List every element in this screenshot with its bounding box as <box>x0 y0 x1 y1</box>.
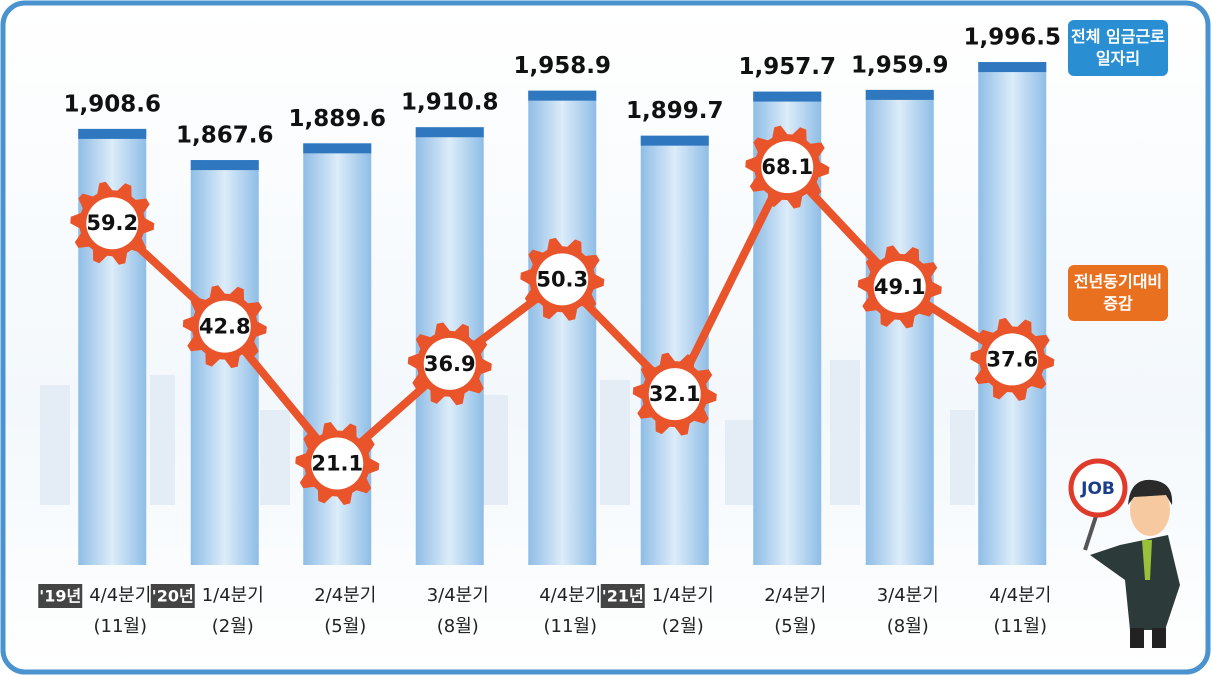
bar-value-label: 1,867.6 <box>176 123 274 149</box>
line-value-label: 68.1 <box>761 155 813 179</box>
x-tick-label: 4/4분기 <box>539 585 601 606</box>
x-tick-label: 1/4분기 <box>202 585 264 606</box>
x-tick-label: 1/4분기 <box>652 585 714 606</box>
line-value-label: 21.1 <box>311 451 363 475</box>
x-tick-label: 3/4분기 <box>427 585 489 606</box>
bar-cap <box>978 62 1046 72</box>
x-tick-sublabel: (8월) <box>887 616 929 637</box>
line-value-label: 37.6 <box>986 347 1038 371</box>
bar-value-label: 1,959.9 <box>851 52 949 78</box>
bar <box>528 91 596 565</box>
line-value-label: 49.1 <box>874 275 926 299</box>
x-tick-sublabel: (5월) <box>774 616 816 637</box>
year-label: '21년 <box>602 587 644 606</box>
x-tick-label: 2/4분기 <box>314 585 376 606</box>
bar-cap <box>753 92 821 102</box>
bar-value-label: 1,889.6 <box>289 106 387 132</box>
legend-line: 전년동기대비 증감 <box>1068 265 1168 321</box>
bar-value-label: 1,957.7 <box>739 54 837 80</box>
frame: 1,908.6 1,867.6 1,889.6 1,910.8 1,958.9 1,899… <box>0 0 1211 675</box>
bar-cap <box>866 90 934 100</box>
legend-bar: 전체 임금근로 일자리 <box>1068 20 1168 76</box>
bar-value-label: 1,958.9 <box>514 53 612 79</box>
line-value-label: 36.9 <box>424 352 476 376</box>
line-value-label: 32.1 <box>649 382 701 406</box>
line-value-label: 59.2 <box>86 211 138 235</box>
year-label: '20년 <box>152 587 194 606</box>
year-label: '19년 <box>39 587 81 606</box>
bar-cap <box>416 127 484 137</box>
bar-value-label: 1,996.5 <box>964 25 1062 51</box>
bar <box>303 143 371 565</box>
line-value-label: 50.3 <box>536 267 588 291</box>
sign-text: JOB <box>1080 479 1115 499</box>
x-tick-sublabel: (11월) <box>543 616 597 637</box>
bar-value-label: 1,908.6 <box>64 91 162 117</box>
bar-cap <box>528 91 596 101</box>
x-tick-sublabel: (11월) <box>93 616 147 637</box>
bar <box>191 160 259 565</box>
bar-cap <box>641 136 709 146</box>
chart: 1,908.6 1,867.6 1,889.6 1,910.8 1,958.9 1,899… <box>0 0 1211 675</box>
bar-cap <box>78 129 146 139</box>
bar <box>866 90 934 565</box>
page: 1,908.6 1,867.6 1,889.6 1,910.8 1,958.9 1,899… <box>0 0 1211 675</box>
x-tick-label: 2/4분기 <box>764 585 826 606</box>
bar-cap <box>303 143 371 153</box>
x-tick-sublabel: (2월) <box>662 616 704 637</box>
x-tick-label: 3/4분기 <box>877 585 939 606</box>
x-tick-label: 4/4분기 <box>989 585 1051 606</box>
line-value-label: 42.8 <box>199 315 251 339</box>
x-tick-sublabel: (8월) <box>437 616 479 637</box>
x-tick-sublabel: (5월) <box>324 616 366 637</box>
x-tick-label: 4/4분기 <box>89 585 151 606</box>
bar-value-label: 1,910.8 <box>401 90 499 116</box>
bar-value-label: 1,899.7 <box>626 98 724 124</box>
x-tick-sublabel: (2월) <box>212 616 254 637</box>
bar <box>978 62 1046 565</box>
bar-cap <box>191 160 259 170</box>
x-tick-sublabel: (11월) <box>993 616 1047 637</box>
